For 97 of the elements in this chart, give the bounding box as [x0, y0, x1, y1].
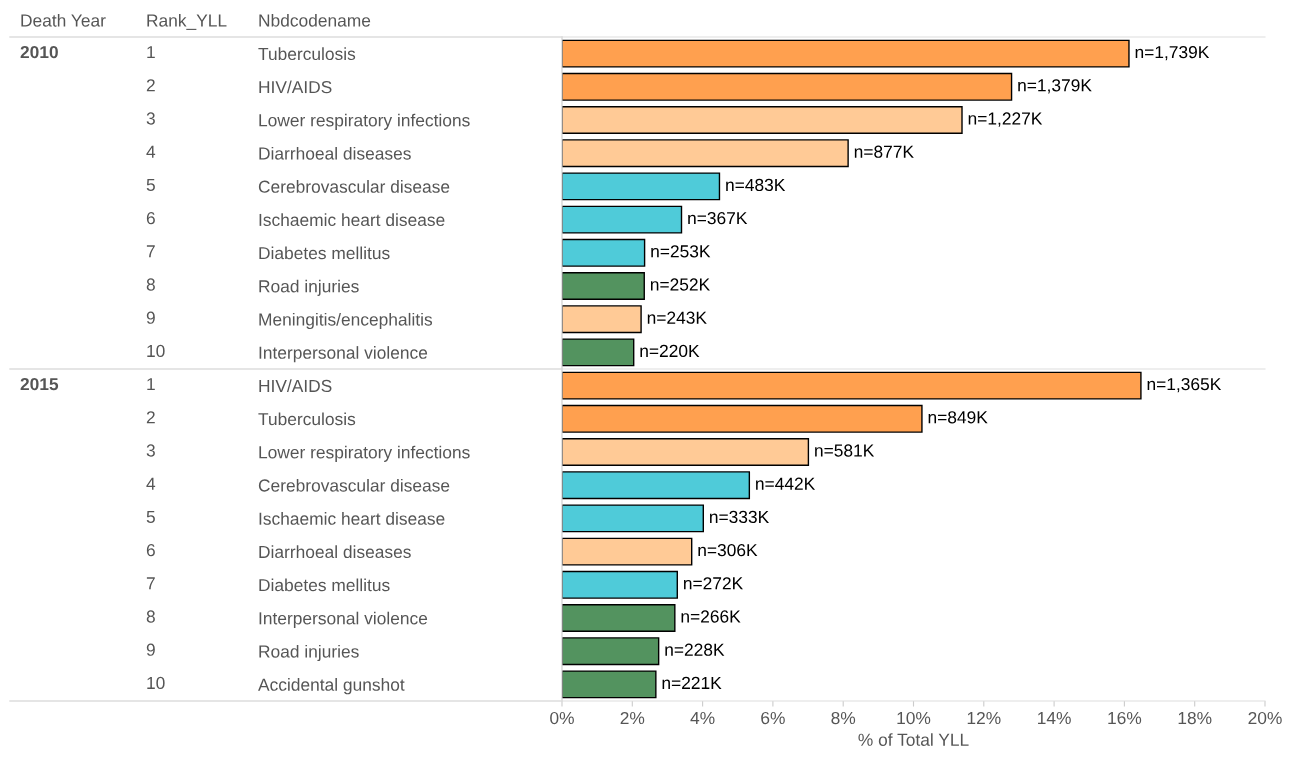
y-tick-label: Interpersonal violence — [259, 346, 428, 363]
bar — [562, 39, 1130, 68]
text: 2 — [146, 411, 155, 424]
y-tick-label: HIV/AIDS — [259, 379, 332, 393]
text: 9 — [146, 643, 155, 656]
text: 6 — [146, 211, 155, 225]
x-tick-label: 0% — [550, 711, 574, 725]
x-tick-label: 20% — [1248, 711, 1282, 725]
bar — [562, 637, 660, 666]
text: 5 — [146, 178, 155, 192]
y-tick-label: Road injuries — [259, 279, 359, 296]
text: 10 — [147, 676, 165, 690]
text: 2 — [146, 79, 155, 92]
y-tick-label: Accidental gunshot — [258, 678, 405, 695]
y-tick-label: Ischaemic heart disease — [259, 213, 445, 227]
bar — [562, 139, 849, 168]
text: Death Year — [21, 13, 106, 27]
annotation: n=1,739K — [1135, 45, 1210, 61]
bar — [562, 670, 657, 699]
annotation: n=483K — [726, 178, 786, 192]
x-tick-label: 8% — [831, 711, 856, 725]
text: 4 — [146, 145, 156, 158]
bar — [562, 72, 1013, 101]
bar — [562, 106, 963, 134]
y-tick-label: Cerebrovascular disease — [258, 180, 450, 193]
y-tick-label: Tuberculosis — [258, 47, 356, 61]
annotation: n=306K — [698, 543, 758, 557]
annotation: n=333K — [710, 510, 769, 524]
text: 5 — [146, 510, 155, 524]
annotation: n=442K — [756, 477, 816, 490]
annotation: n=1,365K — [1147, 377, 1222, 393]
bar — [562, 238, 646, 267]
y-tick-label: Cerebrovascular disease — [258, 478, 450, 492]
x-tick-label: 2% — [620, 711, 645, 725]
bar — [562, 172, 721, 201]
bar — [562, 305, 642, 334]
text: 7 — [146, 245, 155, 258]
y-tick-label: Diabetes mellitus — [259, 246, 390, 260]
y-tick-label: HIV/AIDS — [259, 80, 332, 94]
annotation: n=243K — [647, 311, 707, 324]
text: 8 — [146, 610, 155, 623]
bar — [562, 338, 635, 367]
bar — [562, 371, 1142, 400]
text: 1 — [147, 46, 155, 59]
bar — [562, 537, 693, 566]
annotation: n=228K — [665, 643, 725, 656]
annotation: n=252K — [650, 278, 710, 291]
text: Rank_YLL — [147, 13, 227, 30]
annotation: n=220K — [640, 344, 700, 358]
y-tick-label: Road injuries — [259, 644, 359, 662]
y-axis-title: Nbdcodename — [259, 13, 371, 27]
y-tick-label: Diarrhoeal diseases — [259, 146, 411, 160]
bar — [562, 272, 645, 300]
text: 6 — [146, 543, 155, 557]
bar — [562, 471, 751, 500]
y-tick-label: Lower respiratory infections — [259, 113, 470, 130]
annotation: n=266K — [681, 610, 741, 623]
text: 3 — [146, 444, 155, 457]
y-tick-label: Ischaemic heart disease — [259, 512, 445, 525]
text: 8 — [146, 278, 155, 291]
y-tick-label: Meningitis/encephalitis — [259, 312, 433, 330]
x-axis-title: % of Total YLL — [858, 733, 969, 746]
y-tick-label: Diarrhoeal diseases — [259, 545, 411, 559]
text: 9 — [146, 311, 155, 324]
x-tick-label: 10% — [897, 711, 931, 725]
annotation: n=581K — [815, 444, 875, 457]
annotation: n=877K — [854, 145, 914, 158]
text: 3 — [146, 112, 155, 125]
text: 10 — [147, 344, 165, 358]
annotation: n=272K — [684, 577, 743, 590]
y-tick-label: Lower respiratory infections — [259, 445, 470, 462]
annotation: n=1,379K — [1018, 79, 1092, 94]
text: 4 — [146, 477, 156, 490]
annotation: n=367K — [688, 211, 748, 225]
x-tick-label: 6% — [761, 711, 785, 725]
annotation: n=849K — [928, 411, 988, 424]
text: 2010 — [20, 45, 58, 59]
x-tick-label: 18% — [1178, 711, 1212, 725]
x-tick-label: 16% — [1108, 711, 1142, 725]
bar — [562, 604, 676, 632]
y-tick-label: Interpersonal violence — [259, 611, 428, 628]
annotation: n=253K — [651, 245, 711, 258]
text: 7 — [146, 577, 155, 590]
bar — [562, 438, 810, 466]
annotation: n=1,227K — [968, 112, 1043, 127]
bar — [562, 570, 678, 599]
y-tick-label: Diabetes mellitus — [259, 578, 390, 592]
bar — [562, 404, 923, 433]
bar — [562, 205, 683, 234]
x-tick-label: 12% — [967, 711, 1001, 725]
bar — [562, 504, 704, 533]
annotation: n=221K — [662, 676, 722, 689]
x-tick-label: 4% — [690, 711, 715, 725]
text: 2015 — [20, 377, 59, 391]
text: 1 — [147, 378, 155, 391]
x-tick-label: 14% — [1038, 711, 1071, 725]
y-tick-label: Tuberculosis — [258, 412, 356, 426]
